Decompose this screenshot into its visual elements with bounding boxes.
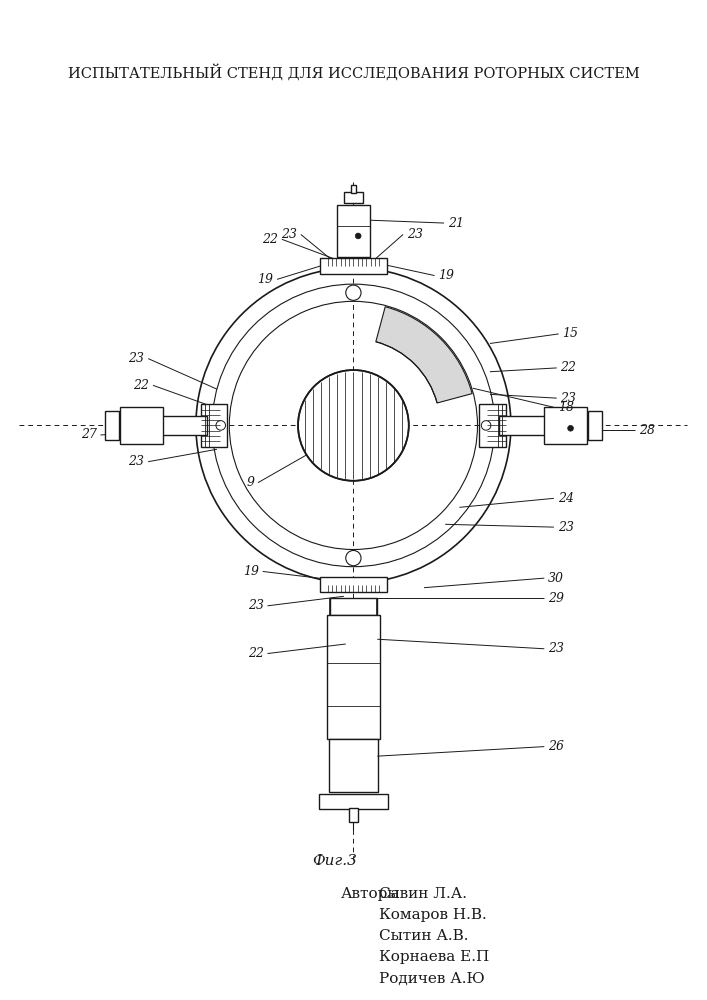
Text: 24: 24 xyxy=(558,492,573,505)
Text: 22: 22 xyxy=(133,379,149,392)
Text: Корнаева Е.П: Корнаева Е.П xyxy=(379,950,489,964)
Circle shape xyxy=(212,284,495,567)
Bar xyxy=(499,416,552,435)
Text: Комаров Н.В.: Комаров Н.В. xyxy=(379,908,487,922)
Text: 22: 22 xyxy=(262,233,278,246)
Circle shape xyxy=(356,233,361,239)
Bar xyxy=(119,407,163,444)
Text: 23: 23 xyxy=(247,599,264,612)
Text: 23: 23 xyxy=(129,455,144,468)
Text: 27: 27 xyxy=(81,428,97,441)
Bar xyxy=(588,411,602,440)
Text: 21: 21 xyxy=(448,217,464,230)
Text: 23: 23 xyxy=(129,352,144,365)
Circle shape xyxy=(481,421,491,430)
Bar xyxy=(320,577,387,592)
Bar xyxy=(479,404,506,447)
Text: 23: 23 xyxy=(561,392,576,405)
Text: Сытин А.В.: Сытин А.В. xyxy=(379,929,469,943)
Bar xyxy=(320,258,387,274)
Circle shape xyxy=(196,268,511,583)
Bar xyxy=(320,794,387,809)
Circle shape xyxy=(346,550,361,566)
Text: 30: 30 xyxy=(548,572,564,585)
Wedge shape xyxy=(376,307,472,403)
Bar xyxy=(351,185,356,193)
Bar xyxy=(201,404,228,447)
Bar xyxy=(329,598,378,615)
Circle shape xyxy=(216,421,226,430)
Circle shape xyxy=(568,425,573,431)
Text: Родичев А.Ю: Родичев А.Ю xyxy=(379,971,485,985)
Bar xyxy=(544,407,588,444)
Text: 23: 23 xyxy=(558,521,573,534)
Text: 18: 18 xyxy=(558,401,573,414)
Text: 15: 15 xyxy=(563,327,578,340)
Text: 23: 23 xyxy=(548,642,564,655)
Text: 23: 23 xyxy=(407,228,423,241)
Bar xyxy=(327,615,380,739)
Text: 19: 19 xyxy=(243,565,259,578)
Text: 28: 28 xyxy=(639,424,655,437)
Text: 29: 29 xyxy=(548,592,564,605)
Bar xyxy=(155,416,207,435)
Circle shape xyxy=(346,285,361,300)
Text: Савин Л.А.: Савин Л.А. xyxy=(379,887,467,901)
Bar xyxy=(337,205,370,257)
Text: 26: 26 xyxy=(548,740,564,753)
Text: 19: 19 xyxy=(257,273,273,286)
Bar xyxy=(344,192,363,203)
Text: 9: 9 xyxy=(246,476,254,489)
Text: Фиг.3: Фиг.3 xyxy=(312,854,357,868)
Bar xyxy=(105,411,119,440)
Text: 22: 22 xyxy=(561,361,576,374)
Text: ИСПЫТАТЕЛЬНЫЙ СТЕНД ДЛЯ ИССЛЕДОВАНИЯ РОТОРНЫХ СИСТЕМ: ИСПЫТАТЕЛЬНЫЙ СТЕНД ДЛЯ ИССЛЕДОВАНИЯ РОТ… xyxy=(68,64,639,81)
Bar xyxy=(349,808,358,822)
Bar xyxy=(329,739,378,792)
Text: 22: 22 xyxy=(247,647,264,660)
Circle shape xyxy=(298,370,409,481)
Text: Авторы: Авторы xyxy=(341,887,400,901)
Text: 23: 23 xyxy=(281,228,297,241)
Text: 19: 19 xyxy=(438,269,455,282)
